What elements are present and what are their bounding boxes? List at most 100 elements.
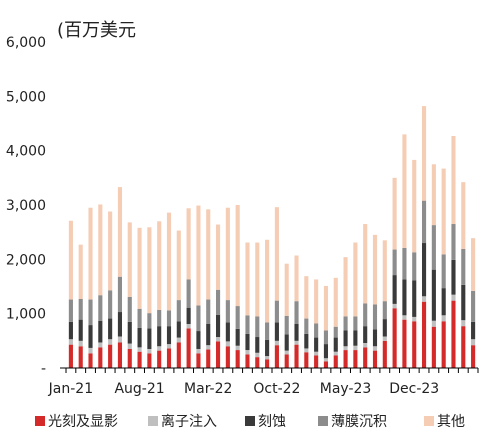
bar-segment bbox=[235, 328, 240, 346]
legend-label: 光刻及显影 bbox=[48, 414, 118, 430]
bar-segment bbox=[166, 344, 172, 349]
bar-segment bbox=[372, 346, 378, 351]
bar-segment bbox=[127, 296, 132, 322]
legend-label: 离子注入 bbox=[161, 413, 217, 430]
bar-segment bbox=[255, 337, 260, 353]
bar-segment bbox=[353, 316, 358, 331]
bar-segment bbox=[108, 211, 113, 291]
bar-segment bbox=[225, 341, 230, 347]
bar-segment bbox=[215, 341, 221, 368]
bar-segment bbox=[196, 305, 201, 332]
bar-segment bbox=[68, 220, 73, 300]
legend-swatch bbox=[148, 416, 158, 426]
bar-segment bbox=[206, 345, 211, 350]
bar-segment bbox=[284, 263, 289, 316]
bar-segment bbox=[196, 348, 201, 354]
bar-segment bbox=[323, 358, 329, 362]
x-tick-label: Oct-22 bbox=[253, 381, 300, 397]
bar-segment bbox=[117, 312, 123, 337]
bar-segment bbox=[225, 207, 230, 301]
bar-segment bbox=[274, 340, 279, 346]
bar-stack bbox=[451, 136, 456, 368]
legend-item: 刻蚀 bbox=[245, 414, 286, 430]
y-tick-label: 5,000 bbox=[6, 89, 46, 105]
bar-segment bbox=[235, 205, 240, 307]
bar-stack bbox=[461, 182, 466, 368]
unit-label: (百万美元 bbox=[57, 20, 136, 41]
bar-segment bbox=[421, 301, 427, 368]
bar-segment bbox=[274, 322, 279, 341]
bar-segment bbox=[147, 353, 152, 368]
bar-segment bbox=[98, 347, 103, 368]
bar-segment bbox=[274, 300, 279, 323]
bar-segment bbox=[265, 239, 270, 323]
bar-segment bbox=[206, 323, 211, 346]
bar-segment bbox=[68, 339, 73, 345]
bar-segment bbox=[461, 320, 466, 327]
bar-segment bbox=[127, 348, 132, 368]
bar-segment bbox=[235, 345, 240, 351]
y-tick-label: 1,000 bbox=[6, 307, 46, 323]
bar-segment bbox=[196, 331, 201, 349]
bar-segment bbox=[78, 319, 83, 341]
legend-swatch bbox=[245, 416, 255, 426]
bar-segment bbox=[117, 276, 123, 313]
bar-segment bbox=[157, 326, 162, 347]
bar-segment bbox=[68, 344, 73, 368]
legend-label: 其他 bbox=[437, 414, 465, 430]
bar-segment bbox=[294, 344, 299, 368]
bar-stack bbox=[382, 240, 387, 368]
bar-segment bbox=[363, 303, 368, 327]
bar-segment bbox=[294, 255, 299, 302]
bar-segment bbox=[343, 257, 348, 317]
bar-segment bbox=[108, 290, 113, 319]
bar-segment bbox=[304, 318, 309, 334]
bar-segment bbox=[78, 340, 83, 347]
bar-segment bbox=[392, 303, 397, 309]
bar-stack bbox=[284, 263, 289, 368]
bar-segment bbox=[186, 328, 191, 368]
bar-segment bbox=[88, 299, 93, 326]
bar-segment bbox=[117, 342, 123, 368]
bar-segment bbox=[245, 333, 250, 351]
bar-segment bbox=[461, 249, 466, 285]
bar-segment bbox=[245, 354, 250, 368]
bar-segment bbox=[235, 306, 240, 329]
bar-segment bbox=[372, 304, 378, 330]
bar-segment bbox=[88, 325, 93, 348]
bar-segment bbox=[255, 242, 260, 317]
bar-segment bbox=[461, 182, 466, 250]
bar-segment bbox=[147, 313, 152, 329]
bar-segment bbox=[68, 299, 73, 322]
bar-segment bbox=[392, 308, 397, 368]
bar-segment bbox=[392, 249, 397, 276]
bar-segment bbox=[108, 344, 113, 368]
bar-segment bbox=[294, 323, 299, 341]
bar-segment bbox=[392, 177, 397, 250]
bar-segment bbox=[323, 330, 329, 345]
bar-segment bbox=[186, 208, 191, 280]
bar-segment bbox=[215, 337, 221, 342]
bar-segment bbox=[225, 322, 230, 342]
bar-stack bbox=[235, 205, 240, 368]
bar-segment bbox=[451, 224, 456, 260]
bar-segment bbox=[186, 279, 191, 308]
bar-stack bbox=[431, 164, 436, 368]
bar-stack bbox=[196, 205, 201, 368]
bar-segment bbox=[265, 359, 270, 368]
bar-segment bbox=[225, 300, 230, 323]
bar-segment bbox=[421, 106, 427, 201]
y-tick-label: - bbox=[41, 361, 46, 377]
bar-stack bbox=[392, 177, 397, 368]
bar-segment bbox=[314, 351, 319, 356]
bar-segment bbox=[421, 243, 427, 297]
bar-segment bbox=[196, 353, 201, 368]
bar-stack bbox=[215, 224, 221, 368]
bar-segment bbox=[412, 280, 417, 317]
bar-segment bbox=[333, 326, 338, 338]
bar-segment bbox=[363, 347, 368, 368]
bar-segment bbox=[314, 279, 319, 324]
bar-segment bbox=[255, 357, 260, 368]
bar-segment bbox=[206, 349, 211, 368]
bar-segment bbox=[471, 290, 476, 322]
